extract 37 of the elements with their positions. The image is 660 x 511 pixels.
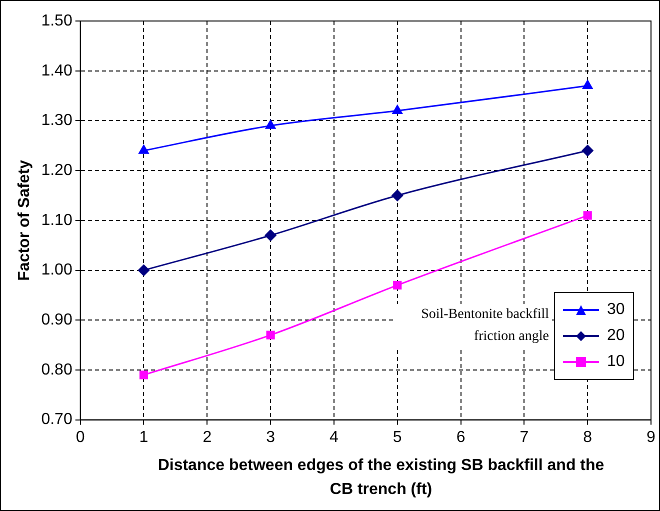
y-tick-label: 0.90: [41, 312, 72, 329]
y-tick-label: 1.00: [41, 262, 72, 279]
point: [266, 330, 275, 340]
y-tick-label: 1.30: [41, 112, 72, 130]
point: [392, 190, 404, 202]
y-tick-label: 0.70: [41, 411, 72, 428]
x-axis-title: Distance between edges of the existing SB backfill and the CB trench (ft): [156, 456, 606, 500]
point: [138, 264, 150, 276]
x-tick-label: 5: [392, 428, 402, 446]
x-tick-label: 2: [202, 428, 212, 446]
point: [393, 280, 402, 290]
point: [582, 80, 593, 90]
y-tick-label: 1.40: [41, 62, 72, 80]
x-tick-label: 9: [646, 428, 656, 446]
y-tick-label: 1.10: [41, 212, 72, 229]
legend-label: 10: [606, 353, 625, 372]
point: [265, 120, 276, 129]
y-tick-label: 1.50: [41, 12, 72, 30]
annotation: Soil-Bentonite backfill friction angle: [396, 304, 552, 348]
point: [582, 144, 594, 156]
point: [583, 211, 592, 220]
legend-label: 20: [606, 327, 625, 346]
x-tick-label: 1: [139, 428, 148, 446]
x-tick-label: 0: [76, 428, 85, 446]
x-tick-label: 7: [520, 428, 529, 446]
y-tick-label: 0.80: [41, 361, 72, 378]
x-tick-label: 6: [456, 428, 466, 446]
point: [264, 230, 276, 242]
x-tick-label: 3: [266, 428, 276, 446]
legend-label: 30: [606, 301, 625, 320]
point: [139, 370, 148, 380]
y-axis-title: Factor of Safety: [16, 160, 34, 281]
x-tick-label: 8: [583, 428, 592, 446]
x-tick-label: 4: [330, 428, 339, 446]
point: [138, 144, 149, 154]
point: [392, 104, 402, 114]
y-tick-label: 1.20: [41, 162, 72, 179]
